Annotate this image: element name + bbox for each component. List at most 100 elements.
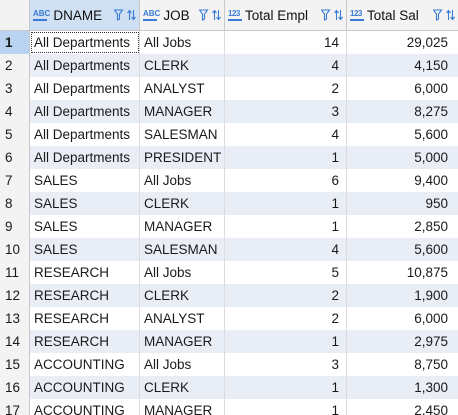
cell-total-sal[interactable]: 9,400 — [414, 173, 448, 188]
cell-total-emp[interactable]: 1 — [225, 399, 347, 415]
cell-dname[interactable]: All Departments — [30, 77, 140, 100]
row-number[interactable]: 4 — [0, 100, 30, 123]
cell-dname[interactable]: RESEARCH — [30, 330, 140, 353]
table-row[interactable]: 3 All Departments ANALYST 2 6,000 — [0, 77, 458, 100]
cell-total-emp[interactable]: 2 — [225, 284, 347, 307]
cell-total-emp[interactable]: 1 — [225, 376, 347, 399]
row-number[interactable]: 3 — [0, 77, 30, 100]
cell-total-sal[interactable]: 5,600 — [414, 242, 448, 257]
cell-total-sal[interactable]: 10,875 — [406, 265, 448, 280]
cell-dname[interactable]: ACCOUNTING — [30, 376, 140, 399]
table-row[interactable]: 12 RESEARCH CLERK 2 1,900 — [0, 284, 458, 307]
table-row[interactable]: 5 All Departments SALESMAN 4 5,600 — [0, 123, 458, 146]
table-row[interactable]: 2 All Departments CLERK 4 4,150 — [0, 54, 458, 77]
table-row[interactable]: 1 All Departments All Jobs 14 29,025 — [0, 31, 458, 54]
cell-total-sal[interactable]: 2,975 — [414, 334, 448, 349]
cell-total-emp[interactable]: 4 — [225, 54, 347, 77]
cell-job[interactable]: MANAGER — [140, 330, 225, 353]
cell-total-emp[interactable]: 1 — [225, 215, 347, 238]
cell-dname[interactable]: RESEARCH — [30, 261, 140, 284]
filter-icon[interactable] — [114, 9, 125, 21]
table-row[interactable]: 16 ACCOUNTING CLERK 1 1,300 — [0, 376, 458, 399]
cell-dname[interactable]: All Departments — [30, 100, 140, 123]
table-row[interactable]: 6 All Departments PRESIDENT 1 5,000 — [0, 146, 458, 169]
cell-job[interactable]: ANALYST — [140, 307, 225, 330]
table-row[interactable]: 15 ACCOUNTING All Jobs 3 8,750 — [0, 353, 458, 376]
cell-total-emp[interactable]: 3 — [225, 100, 347, 123]
table-row[interactable]: 7 SALES All Jobs 6 9,400 — [0, 169, 458, 192]
table-row[interactable]: 10 SALES SALESMAN 4 5,600 — [0, 238, 458, 261]
filter-icon[interactable] — [199, 9, 210, 21]
cell-total-emp[interactable]: 5 — [225, 261, 347, 284]
cell-total-emp[interactable]: 1 — [225, 146, 347, 169]
cell-total-emp[interactable]: 14 — [225, 31, 347, 54]
cell-dname[interactable]: All Departments — [30, 146, 140, 169]
sort-icon[interactable] — [212, 9, 221, 21]
cell-dname[interactable]: All Departments — [30, 123, 140, 146]
cell-total-sal[interactable]: 1,900 — [414, 288, 448, 303]
cell-job[interactable]: SALESMAN — [140, 238, 225, 261]
cell-total-emp[interactable]: 3 — [225, 353, 347, 376]
row-number[interactable]: 14 — [0, 330, 30, 353]
cell-job[interactable]: PRESIDENT — [140, 146, 225, 169]
cell-job[interactable]: ANALYST — [140, 77, 225, 100]
cell-dname[interactable]: All Departments — [30, 31, 140, 54]
cell-job[interactable]: CLERK — [140, 376, 225, 399]
cell-job[interactable]: CLERK — [140, 192, 225, 215]
cell-dname[interactable]: RESEARCH — [30, 307, 140, 330]
cell-job[interactable]: CLERK — [140, 54, 225, 77]
row-number[interactable]: 9 — [0, 215, 30, 238]
table-row[interactable]: 14 RESEARCH MANAGER 1 2,975 — [0, 330, 458, 353]
cell-total-emp[interactable]: 2 — [225, 77, 347, 100]
cell-dname[interactable]: SALES — [30, 238, 140, 261]
column-header-total-sal[interactable]: 123 Total Sal — [347, 0, 458, 30]
cell-job[interactable]: CLERK — [140, 284, 225, 307]
cell-total-sal[interactable]: 8,275 — [414, 104, 448, 119]
row-number[interactable]: 7 — [0, 169, 30, 192]
cell-dname[interactable]: SALES — [30, 192, 140, 215]
row-number[interactable]: 11 — [0, 261, 30, 284]
cell-dname[interactable]: All Departments — [30, 54, 140, 77]
sort-icon[interactable] — [446, 9, 455, 21]
cell-job[interactable]: MANAGER — [140, 100, 225, 123]
table-row[interactable]: 8 SALES CLERK 1 950 — [0, 192, 458, 215]
row-number[interactable]: 10 — [0, 238, 30, 261]
cell-total-sal[interactable]: 2,850 — [414, 219, 448, 234]
table-row[interactable]: 13 RESEARCH ANALYST 2 6,000 — [0, 307, 458, 330]
cell-job[interactable]: MANAGER — [140, 215, 225, 238]
table-row[interactable]: 4 All Departments MANAGER 3 8,275 — [0, 100, 458, 123]
cell-dname[interactable]: SALES — [30, 215, 140, 238]
row-number[interactable]: 8 — [0, 192, 30, 215]
row-number[interactable]: 13 — [0, 307, 30, 330]
table-row[interactable]: 11 RESEARCH All Jobs 5 10,875 — [0, 261, 458, 284]
table-row[interactable]: 17 ACCOUNTING MANAGER 1 2,450 — [0, 399, 458, 415]
cell-total-sal[interactable]: 8,750 — [414, 357, 448, 372]
cell-dname[interactable]: ACCOUNTING — [30, 399, 140, 415]
column-header-dname[interactable]: ABC DNAME — [30, 0, 140, 30]
row-number[interactable]: 16 — [0, 376, 30, 399]
table-row[interactable]: 9 SALES MANAGER 1 2,850 — [0, 215, 458, 238]
row-number[interactable]: 6 — [0, 146, 30, 169]
sort-icon[interactable] — [127, 9, 136, 21]
cell-job[interactable]: All Jobs — [140, 31, 225, 54]
row-number[interactable]: 2 — [0, 54, 30, 77]
row-number[interactable]: 1 — [0, 31, 30, 54]
cell-total-emp[interactable]: 4 — [225, 123, 347, 146]
row-number[interactable]: 17 — [0, 399, 30, 415]
cell-job[interactable]: MANAGER — [140, 399, 225, 415]
row-number[interactable]: 5 — [0, 123, 30, 146]
cell-total-sal[interactable]: 2,450 — [414, 403, 448, 415]
filter-icon[interactable] — [321, 9, 332, 21]
cell-total-sal[interactable]: 29,025 — [406, 35, 448, 50]
column-header-total-emp[interactable]: 123 Total Empl — [225, 0, 347, 30]
sort-icon[interactable] — [334, 9, 343, 21]
cell-job[interactable]: All Jobs — [140, 353, 225, 376]
cell-total-emp[interactable]: 1 — [225, 330, 347, 353]
cell-total-sal[interactable]: 950 — [425, 196, 448, 211]
cell-job[interactable]: All Jobs — [140, 169, 225, 192]
cell-total-sal[interactable]: 6,000 — [414, 311, 448, 326]
row-number[interactable]: 15 — [0, 353, 30, 376]
row-number[interactable]: 12 — [0, 284, 30, 307]
cell-job[interactable]: All Jobs — [140, 261, 225, 284]
column-header-job[interactable]: ABC JOB — [140, 0, 225, 30]
